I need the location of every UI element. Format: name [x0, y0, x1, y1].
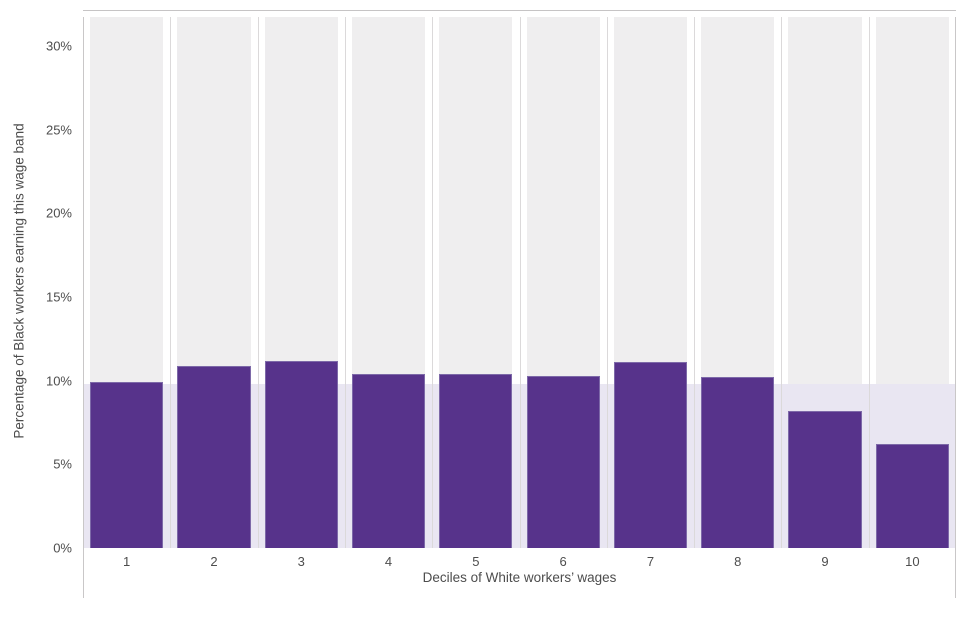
y-axis-title: Percentage of Black workers earning this…: [11, 123, 27, 439]
x-tick-label: 10: [905, 554, 920, 569]
column-separator-line: [694, 17, 696, 548]
bar-decile-6: [526, 375, 600, 548]
x-tick-label: 9: [821, 554, 829, 569]
bar-decile-4: [351, 373, 426, 548]
x-tick-label: 2: [210, 554, 218, 569]
y-tick-label: 25%: [45, 122, 72, 138]
column-separator-line: [344, 17, 346, 548]
y-tick-label: 0%: [53, 540, 72, 556]
plot-top-border-line: [83, 10, 956, 11]
bar-decile-2: [177, 365, 251, 548]
y-tick-label: 5%: [53, 456, 72, 472]
bar-decile-10: [875, 444, 949, 548]
y-tick-label: 20%: [45, 205, 72, 221]
x-tick-label: 1: [123, 554, 131, 569]
bar-decile-5: [439, 373, 513, 548]
bar-decile-1: [90, 382, 164, 548]
y-tick-label: 10%: [45, 373, 72, 389]
x-tick-label: 4: [384, 554, 393, 569]
plot-outer-boundary-line: [83, 17, 84, 598]
y-tick-label: 15%: [45, 289, 72, 305]
plot-area: 1 2 3 4 5 6 7 8 9 10 Deciles of White workers’ wa…: [83, 0, 956, 640]
x-tick-label: 6: [559, 554, 567, 569]
column-separator-line: [781, 17, 783, 548]
x-tick-label: 5: [472, 554, 480, 569]
x-tick-label: 3: [297, 554, 305, 569]
column-separator-line: [519, 17, 521, 548]
bar-decile-7: [613, 362, 688, 548]
bar-decile-3: [264, 360, 338, 548]
column-separator-line: [868, 17, 870, 548]
plot-outer-boundary-line: [955, 17, 956, 598]
column-separator-line: [606, 17, 608, 548]
x-axis-title: Deciles of White workers’ wages: [422, 570, 617, 585]
column-separator-line: [170, 17, 172, 548]
bar-decile-8: [701, 377, 775, 548]
y-tick-label: 30%: [45, 38, 72, 54]
x-tick-label: 7: [646, 554, 655, 569]
column-separator-line: [432, 17, 434, 548]
x-tick-label: 8: [734, 554, 742, 569]
column-separator-line: [257, 17, 259, 548]
bar-decile-9: [788, 410, 862, 548]
